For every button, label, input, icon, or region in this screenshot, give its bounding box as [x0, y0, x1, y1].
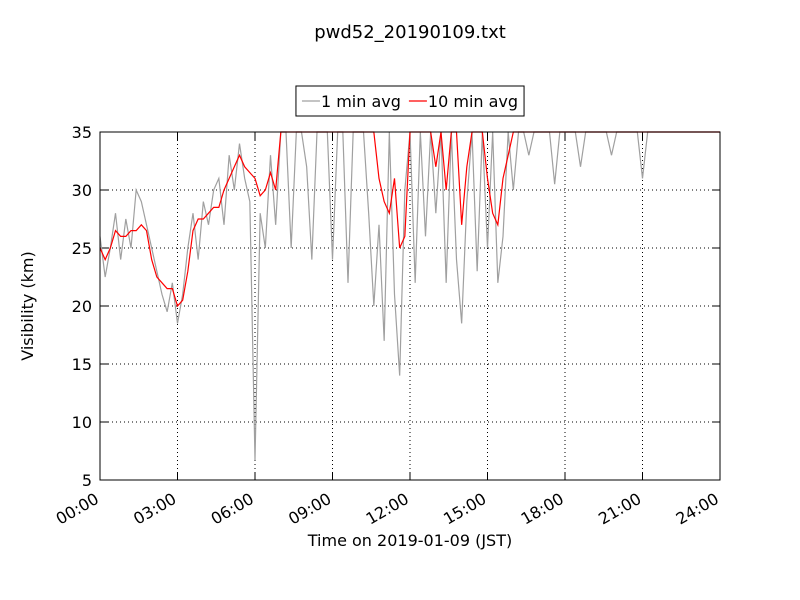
x-tick-label: 24:00	[673, 489, 722, 529]
y-tick-label: 20	[72, 297, 92, 316]
x-tick-label: 12:00	[363, 489, 412, 529]
y-tick-label: 15	[72, 355, 92, 374]
legend-label: 1 min avg	[321, 92, 401, 111]
y-tick-label: 35	[72, 123, 92, 142]
x-axis-label: Time on 2019-01-09 (JST)	[307, 531, 512, 550]
x-tick-label: 15:00	[440, 489, 489, 529]
series-line	[99, 131, 720, 308]
legend: 1 min avg 10 min avg	[295, 85, 525, 117]
plot-frame	[99, 131, 721, 481]
y-tick-label: 30	[72, 181, 92, 200]
x-tick-label: 06:00	[208, 489, 257, 529]
y-tick-label: 10	[72, 413, 92, 432]
x-tick-label: 09:00	[285, 489, 334, 529]
x-tick-label: 21:00	[595, 489, 644, 529]
x-tick-label: 00:00	[53, 489, 102, 529]
y-tick-label: 25	[72, 239, 92, 258]
y-axis-label: Visibility (km)	[18, 251, 37, 360]
y-tick-label: 5	[82, 471, 92, 490]
x-tick-label: 18:00	[518, 489, 567, 529]
legend-label: 10 min avg	[428, 92, 518, 111]
x-tick-label: 03:00	[130, 489, 179, 529]
chart-title: pwd52_20190109.txt	[314, 22, 506, 43]
